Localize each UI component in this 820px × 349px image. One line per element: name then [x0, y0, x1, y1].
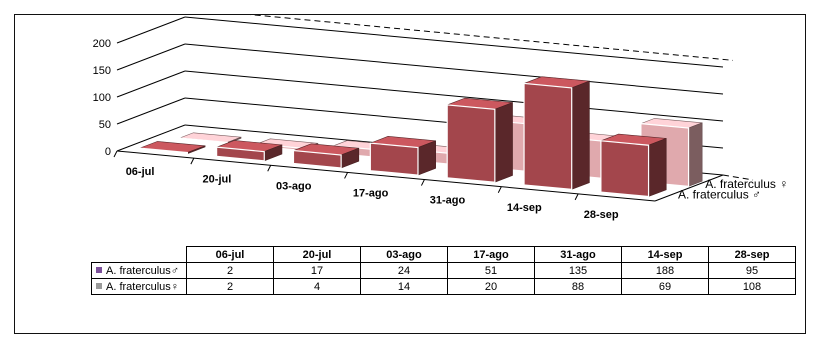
- x-tick: [420, 179, 425, 186]
- table-cell: 2: [186, 262, 274, 279]
- side-gridline: [116, 97, 186, 125]
- bar-male-side: [571, 80, 590, 190]
- y-tick-label: 100: [93, 92, 111, 104]
- x-tick-label: 17-ago: [353, 188, 389, 200]
- table-cell: 69: [621, 278, 709, 295]
- x-tick-label: 31-ago: [430, 195, 466, 207]
- row-label-text: A. fraterculus♂: [106, 264, 180, 277]
- legend-swatch-female: [96, 282, 102, 289]
- x-tick: [190, 157, 195, 165]
- row-label-text: A. fraterculus♀: [106, 280, 180, 293]
- bar-male-front: [600, 140, 650, 198]
- table-header-cell: 03-ago: [360, 246, 448, 263]
- y-tick-label: 50: [99, 119, 111, 131]
- table-cell: 88: [534, 278, 622, 295]
- x-tick-label: 20-jul: [203, 173, 232, 185]
- data-table: 06-jul 20-jul 03-ago 17-ago 31-ago 14-se…: [91, 246, 796, 295]
- bar-male-front: [523, 82, 573, 191]
- x-axis-line: [116, 150, 656, 202]
- table-header-cell: 17-ago: [447, 246, 535, 263]
- series-label: A. fraterculus ♂: [678, 188, 761, 202]
- row-label-male: A. fraterculus♂: [91, 262, 187, 279]
- table-cell: 2: [186, 278, 274, 295]
- bar-female-front: [179, 137, 229, 145]
- x-tick-label: 06-jul: [126, 166, 155, 178]
- table-cell: 51: [447, 262, 535, 279]
- x-tick-label: 03-ago: [276, 180, 312, 192]
- depth-axis: [654, 174, 724, 202]
- gridline: [184, 16, 724, 68]
- x-tick: [113, 150, 118, 158]
- side-gridline: [116, 16, 186, 44]
- table-header-cell: 14-sep: [621, 246, 709, 263]
- table-header-cell: 20-jul: [273, 246, 361, 263]
- x-tick: [497, 186, 502, 193]
- chart-frame: 0 50 100 150 200 06-jul 20-jul 03-ago 17-ago 31-a…: [14, 14, 806, 334]
- table-row-male: A. fraterculus♂ 2 17 24 51 135 188 95: [91, 262, 796, 279]
- table-cell: 108: [708, 278, 796, 295]
- bar-male-front: [369, 142, 419, 176]
- table-cell: 24: [360, 262, 448, 279]
- table-cell: 14: [360, 278, 448, 295]
- x-tick-label: 14-sep: [507, 202, 542, 214]
- table-row-female: A. fraterculus♀ 2 4 14 20 88 69 108: [91, 278, 796, 295]
- table-corner: [91, 246, 187, 263]
- table-cell: 17: [273, 262, 361, 279]
- y-tick-label: 0: [105, 146, 111, 158]
- bar-male-front: [446, 104, 496, 183]
- bar-chart-3d: 0 50 100 150 200 06-jul 20-jul 03-ago 17-ago 31-a…: [93, 15, 788, 221]
- gridline: [184, 70, 724, 122]
- back-floor-dash: [722, 174, 754, 181]
- bar-male-front: [292, 149, 342, 169]
- series-label: A. fraterculus ♀: [705, 177, 788, 191]
- gridline: [184, 43, 724, 95]
- x-tick: [267, 165, 272, 172]
- table-cell: 20: [447, 278, 535, 295]
- table-cell: 135: [534, 262, 622, 279]
- x-tick: [574, 193, 579, 201]
- y-tick-label: 150: [93, 65, 111, 77]
- x-tick: [344, 172, 349, 179]
- side-gridline: [116, 43, 186, 71]
- table-header-cell: 06-jul: [186, 246, 274, 263]
- top-edge: [249, 15, 734, 61]
- legend-swatch-male: [96, 266, 102, 273]
- y-tick-label: 200: [93, 38, 111, 50]
- table-cell: 188: [621, 262, 709, 279]
- table-header-cell: 28-sep: [708, 246, 796, 263]
- table-cell: 95: [708, 262, 796, 279]
- table-header-row: 06-jul 20-jul 03-ago 17-ago 31-ago 14-se…: [91, 246, 796, 263]
- side-gridline: [116, 124, 186, 152]
- row-label-female: A. fraterculus♀: [91, 278, 187, 295]
- table-cell: 4: [273, 278, 361, 295]
- bar-male-front: [216, 146, 265, 162]
- side-gridline: [116, 70, 186, 98]
- bar-female-side: [688, 122, 703, 187]
- bar-male-front: [139, 147, 189, 155]
- x-tick-label: 28-sep: [584, 209, 619, 221]
- table-header-cell: 31-ago: [534, 246, 622, 263]
- bar-male-side: [648, 138, 667, 197]
- bar-male-side: [494, 102, 513, 183]
